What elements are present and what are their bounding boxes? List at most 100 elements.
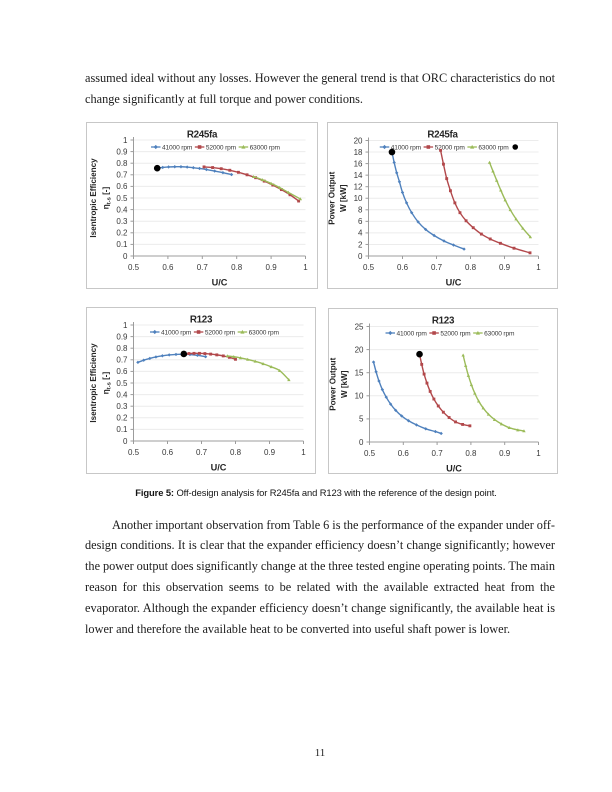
legend-item-label: 52000 rpm	[205, 329, 236, 336]
y-tick-label: 1	[123, 136, 128, 145]
chart-r245fa-power-output: R245fa 0 2 4 6 8 10 12 14 16 18 20 0.5 0.6 0.7 0.8 0.9 1 U…	[327, 122, 558, 289]
y-tick-label: 0.1	[116, 240, 128, 249]
y-tick-label: 15	[355, 369, 364, 378]
diamond-marker-icon	[432, 233, 436, 238]
diamond-marker-icon	[424, 427, 428, 431]
x-tick-label: 0.9	[266, 263, 278, 272]
design-point-dot	[180, 350, 188, 358]
text-line: assumed ideal without any losses. Howeve…	[85, 70, 555, 85]
legend-item-label: 63000 rpm	[250, 144, 281, 151]
triangle-marker-icon	[487, 160, 492, 164]
x-tick-label: 1	[303, 263, 308, 272]
legend-item-label: 52000 rpm	[435, 144, 466, 151]
square-marker-icon	[528, 251, 532, 255]
square-marker-icon	[219, 167, 223, 171]
triangle-marker-icon	[522, 429, 526, 433]
diamond-marker-icon	[388, 402, 393, 406]
square-marker-icon	[488, 237, 492, 241]
x-tick-label: 0.8	[465, 449, 477, 458]
chart-shape: [-]	[101, 372, 110, 383]
text-line: the power output does significantly chan…	[85, 559, 555, 574]
y-tick-label: 0	[359, 438, 364, 447]
legend-item-label: 41000 rpm	[161, 329, 192, 336]
y-tick-label: 16	[354, 159, 363, 168]
x-tick-label: 0.8	[231, 263, 243, 272]
diamond-marker-icon	[392, 160, 396, 165]
square-marker-icon	[458, 211, 462, 215]
y-axis-title-line: Power Output	[329, 357, 338, 410]
square-marker-icon	[471, 226, 475, 230]
square-marker-icon	[479, 232, 483, 236]
square-marker-icon	[236, 170, 240, 174]
triangle-marker-icon	[514, 217, 518, 221]
y-tick-label: 0.9	[116, 147, 128, 156]
legend-item-label: 52000 rpm	[206, 144, 237, 151]
x-tick-label: 0.5	[364, 449, 376, 458]
x-tick-label: 0.7	[432, 449, 444, 458]
diamond-marker-icon	[414, 423, 419, 427]
legend-item-label: 41000 rpm	[391, 144, 422, 151]
diamond-marker-icon	[439, 431, 443, 436]
text-line: reason for this observation seems to be …	[85, 580, 555, 595]
diamond-marker-icon	[462, 247, 466, 251]
chart-shape: t-s	[106, 197, 112, 204]
x-tick-label: 0.6	[398, 449, 410, 458]
y-tick-label: 0	[358, 252, 363, 261]
triangle-marker-icon	[494, 178, 499, 182]
diamond-marker-icon	[221, 170, 225, 175]
chart-svg: R123 0 5 10 15 20 25 0.5 0.6 0.7 0.8 0.9 1 U/C Power O…	[328, 308, 558, 474]
chart-title: R123	[190, 315, 213, 326]
y-tick-label: 18	[354, 148, 363, 157]
paragraph-bottom: Another important observation from Table…	[85, 515, 555, 640]
y-tick-label: 0.1	[116, 425, 128, 434]
diamond-marker-icon	[423, 227, 428, 232]
x-tick-label: 0.8	[465, 263, 477, 272]
diamond-marker-icon	[212, 169, 217, 173]
y-axis-title-line: ηt-s [-]	[101, 187, 112, 210]
diamond-marker-icon	[377, 379, 381, 383]
square-marker-icon	[448, 189, 452, 193]
square-marker-icon	[464, 219, 468, 223]
square-marker-icon	[461, 422, 465, 426]
y-tick-label: 0.6	[116, 367, 128, 376]
triangle-marker-icon	[507, 425, 511, 430]
design-point-dot	[416, 350, 423, 358]
y-axis-title-line: ηt-s [-]	[101, 372, 112, 395]
x-axis-title: U/C	[212, 278, 228, 288]
y-tick-label: 0.5	[116, 194, 128, 203]
x-tick-label: 1	[301, 448, 306, 457]
diamond-marker-icon	[384, 395, 388, 399]
x-tick-label: 0.5	[128, 263, 140, 272]
diamond-marker-icon	[185, 165, 189, 169]
text-line: Another important observation from Table…	[112, 517, 555, 532]
triangle-marker-icon	[463, 363, 468, 367]
triangle-marker-icon	[298, 197, 303, 201]
triangle-marker-icon	[261, 362, 265, 366]
square-marker-icon	[288, 193, 292, 197]
legend-square-marker-icon	[197, 145, 202, 149]
y-tick-label: 1	[123, 321, 128, 330]
square-marker-icon	[420, 362, 424, 366]
legend-item-label: 63000 rpm	[484, 330, 515, 337]
diamond-marker-icon	[229, 172, 234, 177]
design-point-dot	[388, 148, 396, 156]
triangle-marker-icon	[528, 235, 533, 239]
square-marker-icon	[271, 183, 275, 187]
diamond-marker-icon	[173, 165, 177, 169]
y-tick-label: 20	[355, 345, 364, 354]
legend-square-marker-icon	[432, 331, 436, 335]
square-marker-icon	[203, 352, 207, 356]
square-marker-icon	[422, 372, 426, 376]
triangle-marker-icon	[499, 422, 504, 426]
design-point-dot	[153, 164, 161, 172]
y-tick-label: 0.5	[116, 379, 128, 388]
chart-svg: R245fa 0 2 4 6 8 10 12 14 16 18 20 0.5 0.6 0.7 0.8 0.9 1 U…	[327, 122, 558, 289]
diamond-marker-icon	[380, 387, 385, 392]
x-tick-label: 0.9	[499, 449, 511, 458]
square-marker-icon	[447, 416, 451, 419]
diamond-marker-icon	[197, 166, 202, 171]
y-tick-label: 0.3	[116, 217, 128, 226]
diamond-marker-icon	[142, 358, 146, 362]
y-tick-label: 10	[354, 194, 363, 203]
y-tick-label: 10	[355, 392, 364, 401]
